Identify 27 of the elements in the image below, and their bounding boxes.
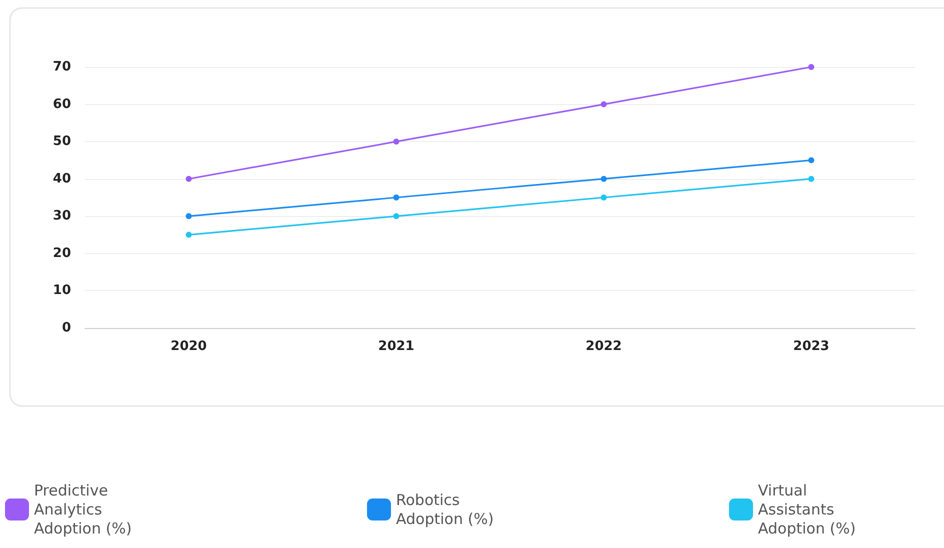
y-tick-label: 10 bbox=[52, 283, 71, 298]
y-tick-label: 20 bbox=[52, 246, 71, 261]
x-tick-label: 2020 bbox=[170, 339, 207, 354]
y-tick-label: 30 bbox=[52, 208, 71, 224]
point bbox=[186, 232, 192, 238]
legend-label: Virtual Assistants Adoption (%) bbox=[758, 482, 856, 538]
x-tick-label: 2023 bbox=[793, 339, 830, 354]
point bbox=[600, 194, 607, 200]
point bbox=[808, 157, 814, 164]
y-tick-label: 50 bbox=[52, 134, 71, 150]
legend-label: Predictive Analytics Adoption (%) bbox=[34, 482, 132, 538]
point bbox=[393, 138, 400, 145]
y-tick-label: 0 bbox=[62, 320, 71, 336]
point bbox=[600, 176, 607, 182]
point bbox=[393, 213, 400, 220]
point bbox=[186, 213, 192, 220]
y-tick-label: 60 bbox=[52, 96, 71, 112]
point bbox=[393, 194, 400, 200]
y-tick-label: 70 bbox=[52, 60, 71, 74]
x-tick-label: 2021 bbox=[378, 339, 414, 354]
x-tick-label: 2022 bbox=[586, 339, 622, 354]
point bbox=[808, 176, 814, 182]
y-tick-label: 40 bbox=[52, 171, 71, 186]
point bbox=[186, 176, 192, 182]
point bbox=[808, 64, 814, 70]
point bbox=[600, 101, 607, 108]
legend-label: Robotics Adoption (%) bbox=[396, 491, 494, 528]
